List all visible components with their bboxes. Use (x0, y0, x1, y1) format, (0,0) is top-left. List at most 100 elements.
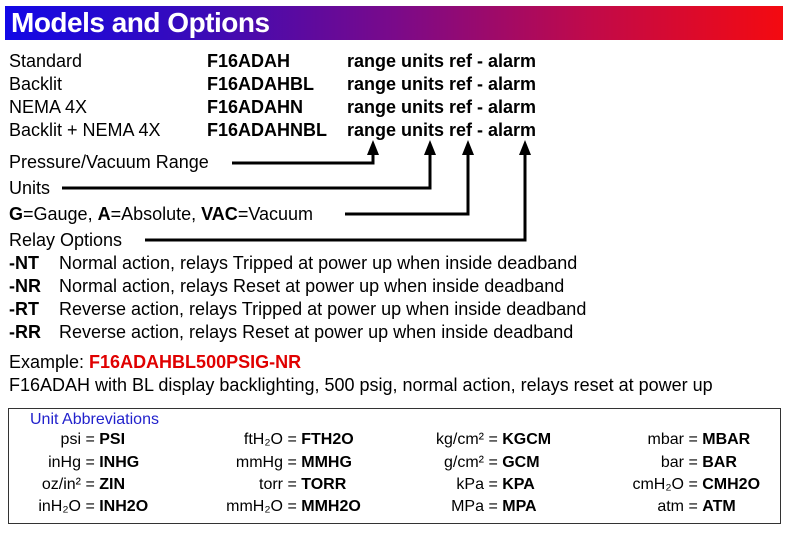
unit-name: torr (259, 476, 283, 493)
abbreviation-entry: g/cm² = GCM (384, 453, 540, 473)
unit-code: INHG (99, 454, 140, 471)
abbreviation-entry: atm = ATM (584, 497, 735, 517)
unit-code: MPA (502, 498, 537, 515)
equals-sign: = (484, 454, 503, 471)
section-title: Models and Options (11, 7, 270, 38)
unit-code: GCM (502, 454, 540, 471)
relay-code: -NR (9, 276, 41, 296)
model-code: F16ADAHBL (207, 74, 315, 94)
model-suffix: range units ref - alarm (347, 97, 537, 117)
callout-arrows (62, 140, 531, 242)
abbreviation-entry: ftH₂O = FTH2O (183, 430, 354, 450)
ref-callout: G=Gauge, A=Absolute, VAC=Vacuum (9, 204, 314, 224)
unit-code: KPA (502, 476, 535, 493)
range-callout: Pressure/Vacuum Range (9, 152, 209, 172)
relay-callout: Relay Options (9, 230, 123, 250)
unit-code: MMHG (301, 454, 352, 471)
units-callout: Units (9, 178, 51, 198)
abbreviation-entry: cmH₂O = CMH2O (584, 475, 760, 495)
model-code: F16ADAHNBL (207, 120, 328, 140)
abbreviation-entry: inHg = INHG (0, 453, 139, 473)
abbreviation-entry: kg/cm² = KGCM (384, 430, 551, 450)
relay-desc: Normal action, relays Tripped at power u… (59, 253, 578, 273)
unit-name: inH₂O (38, 498, 81, 515)
relay-code: -RT (9, 299, 39, 319)
relay-code: -RR (9, 322, 41, 342)
unit-code: PSI (99, 431, 126, 448)
section-header: Models and Options (5, 6, 783, 40)
units-arrow-line (62, 148, 432, 190)
example-line: Example: F16ADAHBL500PSIG-NR (9, 352, 302, 372)
unit-abbreviations-box: Unit Abbreviations psi = PSI inHg = INHG o… (8, 408, 781, 524)
abbreviation-entry: mmHg = MMHG (183, 453, 352, 473)
model-code: F16ADAHN (207, 97, 304, 117)
range-arrow-line (232, 148, 375, 165)
ref-arrowhead-icon (462, 140, 474, 155)
equals-sign: = (684, 498, 703, 515)
equals-sign: = (684, 476, 703, 493)
equals-sign: = (81, 476, 100, 493)
unit-name: inHg (48, 454, 81, 471)
unit-name: psi (60, 431, 81, 448)
equals-sign: = (484, 431, 503, 448)
unit-code: INH2O (99, 498, 149, 515)
example-description: F16ADAH with BL display backlighting, 50… (9, 375, 713, 395)
model-suffix: range units ref - alarm (347, 74, 537, 94)
equals-sign: = (283, 498, 302, 515)
equals-sign: = (684, 431, 703, 448)
unit-name: g/cm² (444, 454, 484, 471)
abbreviation-entry: oz/in² = ZIN (0, 475, 125, 495)
example-code: F16ADAHBL500PSIG-NR (89, 352, 302, 372)
unit-code: FTH2O (301, 431, 354, 448)
abbreviation-entry: MPa = MPA (384, 497, 537, 517)
equals-sign: = (81, 431, 100, 448)
model-code: F16ADAH (207, 51, 291, 71)
alarm-arrowhead-icon (519, 140, 531, 155)
abbreviation-entry: bar = BAR (584, 453, 737, 473)
equals-sign: = (484, 498, 503, 515)
relay-desc: Reverse action, relays Reset at power up… (59, 322, 574, 342)
unit-code: MBAR (702, 431, 751, 448)
unit-name: bar (660, 454, 684, 471)
unit-code: KGCM (502, 431, 552, 448)
abbreviation-entry: psi = PSI (0, 430, 125, 450)
alarm-arrow-line (145, 148, 527, 242)
equals-sign: = (283, 476, 302, 493)
equals-sign: = (684, 454, 703, 471)
unit-name: cmH₂O (632, 476, 684, 493)
equals-sign: = (283, 454, 302, 471)
relay-code: -NT (9, 253, 39, 273)
equals-sign: = (484, 476, 503, 493)
model-label: Backlit (9, 74, 63, 94)
unit-code: MMH2O (301, 498, 361, 515)
ref-arrow-line (345, 148, 470, 216)
unit-name: mmH₂O (226, 498, 283, 515)
unit-name: MPa (451, 498, 484, 515)
unit-code: TORR (301, 476, 347, 493)
model-suffix: range units ref - alarm (347, 51, 537, 71)
model-label: Backlit + NEMA 4X (9, 120, 161, 140)
abbreviation-entry: mmH₂O = MMH2O (183, 497, 361, 517)
model-label: Standard (9, 51, 83, 71)
model-label: NEMA 4X (9, 97, 88, 117)
unit-name: mbar (647, 431, 684, 448)
unit-name: mmHg (235, 454, 283, 471)
unit-name: kg/cm² (436, 431, 484, 448)
unit-name: ftH₂O (243, 431, 283, 448)
relay-desc: Reverse action, relays Tripped at power … (59, 299, 587, 319)
range-arrowhead-icon (367, 140, 379, 155)
units-arrowhead-icon (424, 140, 436, 155)
equals-sign: = (283, 431, 302, 448)
abbreviation-entry: torr = TORR (183, 475, 346, 495)
abbreviation-entry: inH₂O = INH2O (0, 497, 148, 517)
unit-code: BAR (702, 454, 737, 471)
equals-sign: = (81, 454, 100, 471)
abbreviation-entry: kPa = KPA (384, 475, 535, 495)
unit-code: CMH2O (702, 476, 761, 493)
equals-sign: = (81, 498, 100, 515)
relay-desc: Normal action, relays Reset at power up … (59, 276, 565, 296)
model-suffix: range units ref - alarm (347, 120, 537, 140)
abbreviations-title: Unit Abbreviations (30, 411, 159, 428)
unit-name: kPa (456, 476, 484, 493)
abbreviation-entry: mbar = MBAR (584, 430, 751, 450)
